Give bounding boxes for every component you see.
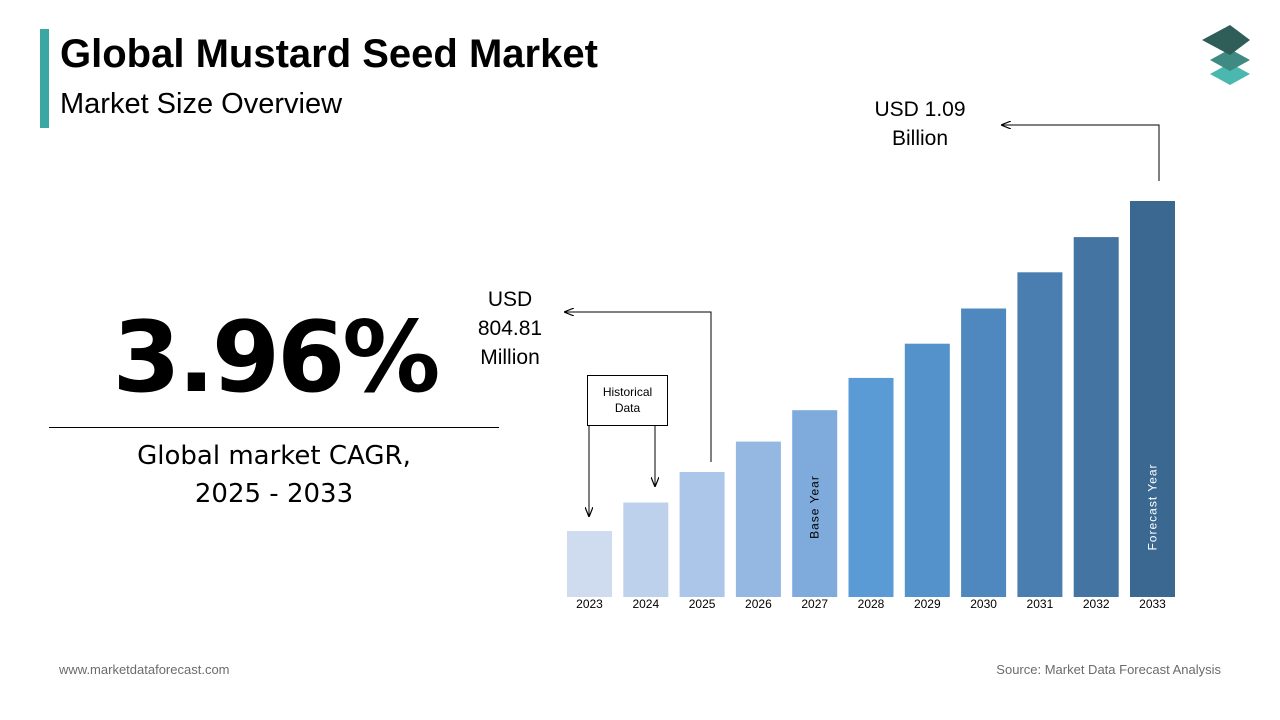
cagr-value: 3.96%	[112, 301, 441, 415]
bars-layer	[567, 201, 1175, 597]
stacked-layers-icon	[1202, 25, 1250, 85]
bar-2024	[623, 502, 669, 597]
start-value-callout: USD 804.81 Million	[460, 285, 560, 372]
x-tick-label-2031: 2031	[1027, 597, 1054, 611]
x-tick-label-2026: 2026	[745, 597, 772, 611]
cagr-label-line2: 2025 - 2033	[194, 479, 354, 509]
x-tick-label-2024: 2024	[632, 597, 659, 611]
bar-2030	[961, 308, 1007, 597]
start-callout-line2: 804.81	[477, 317, 543, 340]
page-title: Global Mustard Seed Market	[60, 32, 598, 76]
start-callout-line3: Million	[480, 346, 540, 369]
labels-layer: 2023 2024 2025 2026 2027 Base Year 2028 2029 203…	[576, 463, 1166, 611]
x-tick-label-2032: 2032	[1083, 597, 1110, 611]
bar-2032	[1073, 237, 1119, 597]
x-tick-label-2033: 2033	[1139, 597, 1166, 611]
end-callout-line1: USD 1.09	[874, 98, 966, 121]
bar-2026	[735, 441, 781, 597]
x-tick-label-2030: 2030	[970, 597, 997, 611]
bar-2033	[1130, 201, 1175, 597]
annotation-arrows	[565, 125, 1160, 516]
end-callout-arrow	[1002, 125, 1160, 181]
historical-line1: Historical	[602, 385, 653, 399]
x-tick-label-2028: 2028	[858, 597, 885, 611]
bar-2023	[567, 531, 612, 597]
footer-website: www.marketdataforecast.com	[59, 662, 230, 677]
historical-line2: Data	[614, 401, 641, 415]
cagr-label: Global market CAGR, 2025 - 2033	[49, 437, 499, 513]
bar-2025	[679, 472, 725, 597]
bar-2029	[904, 343, 950, 597]
start-callout-arrow	[565, 312, 712, 462]
x-tick-label-2029: 2029	[914, 597, 941, 611]
bar-2028	[848, 377, 894, 597]
title-accent-bar	[40, 29, 49, 128]
end-callout-line2: Billion	[891, 127, 949, 150]
historical-data-box: Historical Data	[587, 375, 668, 426]
cagr-label-line1: Global market CAGR,	[137, 441, 411, 471]
end-value-callout: USD 1.09 Billion	[850, 95, 990, 153]
start-callout-line1: USD	[487, 288, 533, 311]
footer-source: Source: Market Data Forecast Analysis	[996, 662, 1221, 677]
bar-2027	[792, 410, 838, 597]
x-tick-label-2023: 2023	[576, 597, 603, 611]
x-tick-label-2025: 2025	[689, 597, 716, 611]
x-tick-label-2027: 2027	[801, 597, 828, 611]
cagr-divider	[49, 427, 499, 428]
page-subtitle: Market Size Overview	[60, 88, 343, 120]
bar-2031	[1017, 272, 1063, 597]
bar-label-2027: Base Year	[808, 475, 822, 539]
bar-label-2033: Forecast Year	[1146, 463, 1160, 550]
